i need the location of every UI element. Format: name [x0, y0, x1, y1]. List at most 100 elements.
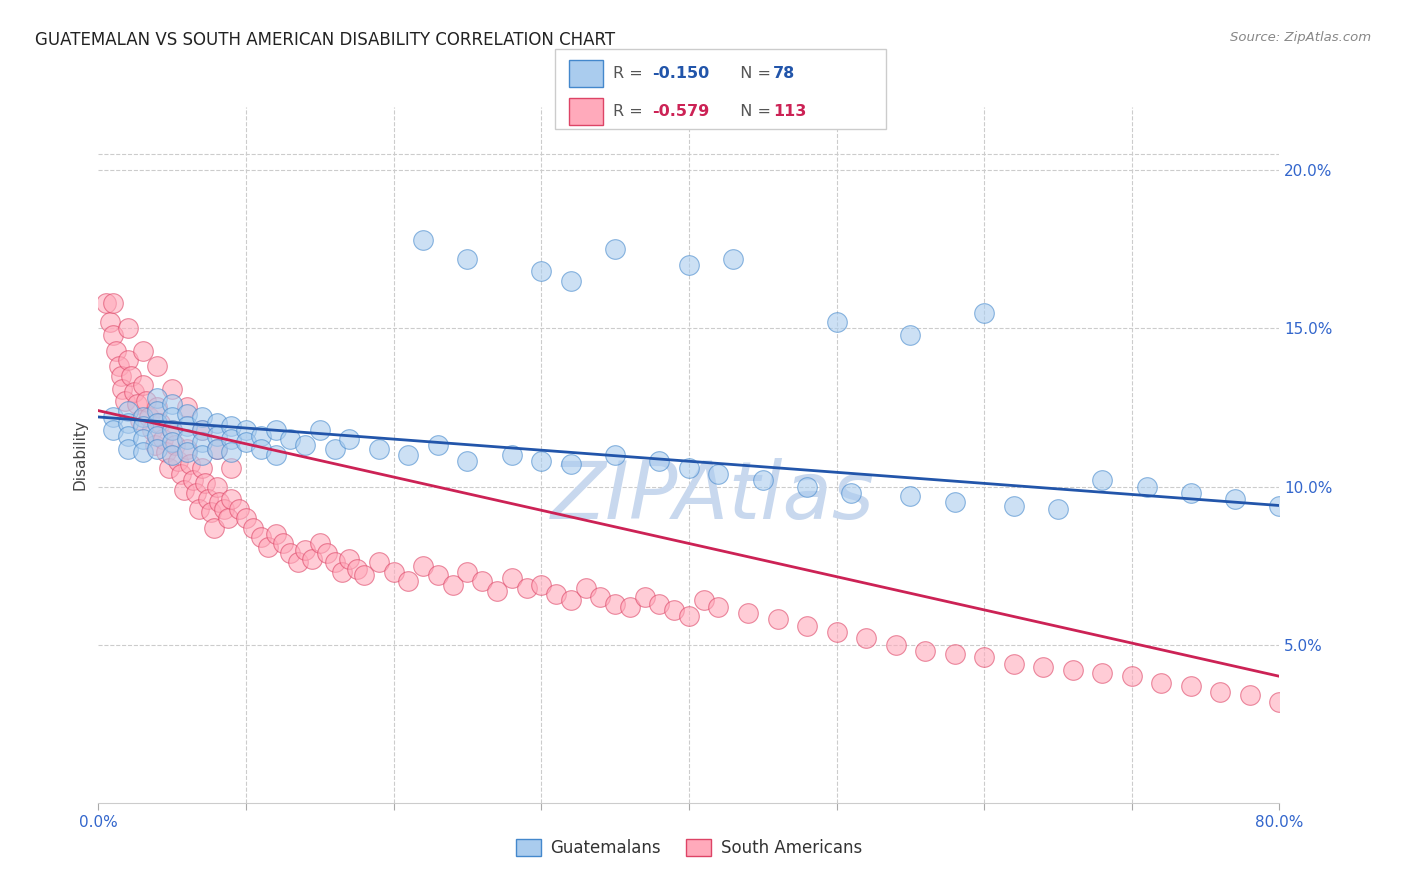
Point	[693, 593, 716, 607]
Point	[264, 448, 287, 462]
Point	[146, 391, 169, 405]
Point	[841, 486, 863, 500]
Point	[200, 505, 222, 519]
Point	[1062, 663, 1084, 677]
Point	[149, 417, 172, 431]
Point	[176, 407, 198, 421]
Point	[368, 442, 391, 456]
Point	[1136, 479, 1159, 493]
Point	[221, 460, 243, 475]
Point	[128, 413, 150, 427]
Point	[589, 591, 612, 605]
Point	[103, 327, 125, 342]
Point	[141, 423, 163, 437]
Point	[167, 454, 190, 468]
Point	[427, 438, 450, 452]
Point	[132, 432, 155, 446]
Point	[135, 394, 157, 409]
Point	[117, 417, 139, 431]
Point	[560, 593, 582, 607]
Point	[884, 638, 907, 652]
Point	[191, 448, 214, 462]
Point	[221, 419, 243, 434]
Point	[197, 492, 219, 507]
Text: 78: 78	[773, 66, 796, 80]
Point	[346, 562, 368, 576]
Point	[678, 609, 700, 624]
Point	[146, 401, 169, 415]
Point	[796, 479, 818, 493]
Legend: Guatemalans, South Americans: Guatemalans, South Americans	[509, 832, 869, 864]
Point	[117, 429, 139, 443]
Point	[217, 511, 239, 525]
Text: GUATEMALAN VS SOUTH AMERICAN DISABILITY CORRELATION CHART: GUATEMALAN VS SOUTH AMERICAN DISABILITY …	[35, 31, 616, 49]
Point	[382, 565, 405, 579]
Point	[398, 448, 420, 462]
Point	[264, 527, 287, 541]
Point	[530, 264, 553, 278]
Point	[205, 479, 228, 493]
Point	[1209, 685, 1232, 699]
Point	[191, 435, 214, 450]
Point	[280, 546, 302, 560]
Point	[117, 403, 139, 417]
Point	[111, 382, 134, 396]
Point	[108, 359, 131, 374]
Point	[176, 442, 198, 456]
Point	[114, 394, 136, 409]
Point	[427, 568, 450, 582]
Point	[155, 444, 177, 458]
Point	[323, 442, 346, 456]
Point	[176, 419, 198, 434]
Point	[560, 274, 582, 288]
Point	[228, 501, 250, 516]
Point	[191, 409, 214, 424]
Point	[162, 423, 183, 437]
Point	[103, 409, 125, 424]
Point	[766, 612, 789, 626]
Point	[501, 571, 523, 585]
Point	[752, 473, 775, 487]
Point	[1091, 666, 1114, 681]
Point	[501, 448, 523, 462]
Point	[132, 378, 155, 392]
Point	[138, 409, 160, 424]
Point	[1239, 688, 1261, 702]
Point	[973, 305, 995, 319]
Point	[179, 458, 201, 472]
Point	[162, 397, 183, 411]
Point	[619, 599, 641, 614]
Point	[117, 353, 139, 368]
Point	[205, 417, 228, 431]
Point	[117, 442, 139, 456]
Point	[146, 359, 169, 374]
Point	[1150, 675, 1173, 690]
Point	[146, 403, 169, 417]
Point	[575, 581, 598, 595]
Point	[176, 444, 198, 458]
Text: -0.579: -0.579	[652, 104, 710, 120]
Point	[412, 558, 434, 573]
Point	[707, 467, 730, 481]
Point	[825, 625, 848, 640]
Point	[250, 442, 273, 456]
Point	[132, 409, 155, 424]
Point	[132, 343, 155, 358]
Point	[125, 397, 148, 411]
Point	[212, 501, 235, 516]
Point	[648, 597, 671, 611]
Point	[605, 448, 627, 462]
Point	[1180, 679, 1202, 693]
Point	[516, 581, 538, 595]
Point	[486, 583, 509, 598]
Point	[152, 432, 174, 446]
Point	[146, 417, 169, 431]
Point	[678, 258, 700, 272]
Point	[368, 556, 391, 570]
Point	[98, 315, 121, 329]
Point	[250, 530, 273, 544]
Point	[184, 486, 207, 500]
Point	[205, 429, 228, 443]
Point	[943, 647, 966, 661]
Point	[173, 483, 195, 497]
